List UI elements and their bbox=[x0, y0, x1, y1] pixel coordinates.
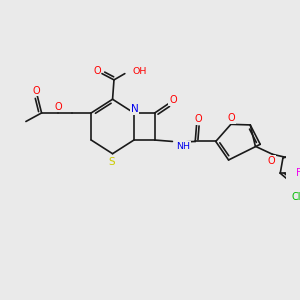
Text: S: S bbox=[109, 157, 115, 167]
Text: O: O bbox=[32, 86, 40, 96]
Text: O: O bbox=[228, 113, 236, 123]
Text: OH: OH bbox=[133, 67, 147, 76]
Text: F: F bbox=[296, 168, 300, 178]
Text: O: O bbox=[194, 114, 202, 124]
Text: N: N bbox=[130, 104, 138, 114]
Text: Cl: Cl bbox=[292, 192, 300, 202]
Text: O: O bbox=[267, 155, 275, 166]
Text: NH: NH bbox=[176, 142, 190, 151]
Text: O: O bbox=[93, 66, 101, 76]
Text: O: O bbox=[54, 102, 62, 112]
Text: O: O bbox=[169, 95, 177, 105]
